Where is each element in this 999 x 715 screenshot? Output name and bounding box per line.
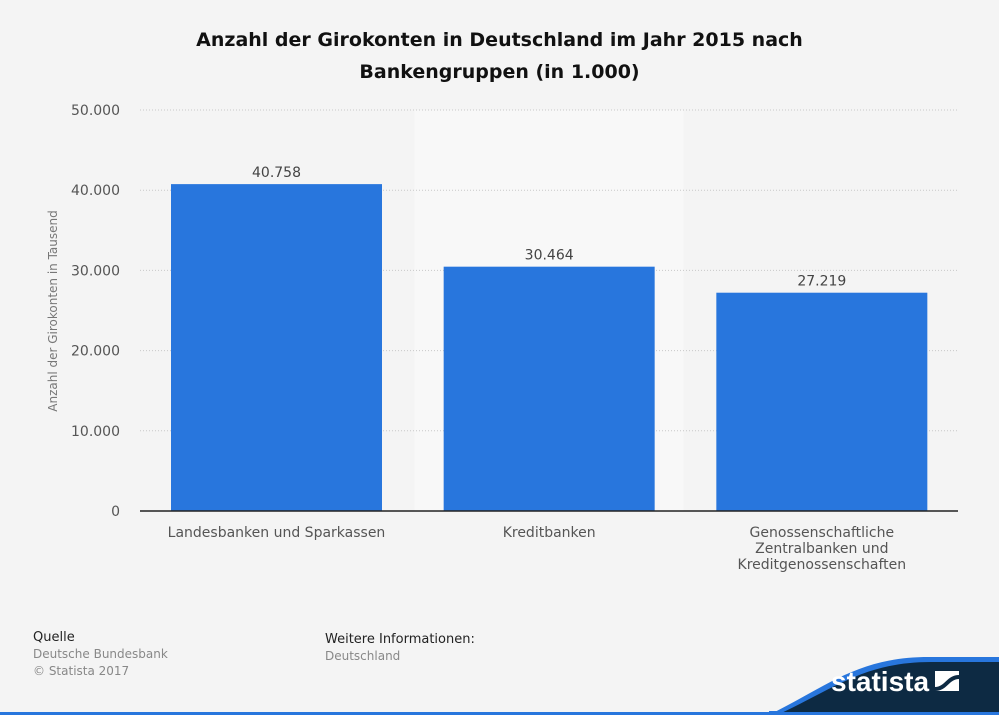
y-tick-label: 20.000 (71, 344, 120, 360)
bar (443, 266, 655, 511)
y-tick-label: 30.000 (71, 263, 120, 279)
copyright: © Statista 2017 (33, 664, 130, 678)
y-axis-label: Anzahl der Girokonten in Tausend (46, 210, 60, 412)
x-tick-label: Landesbanken und Sparkassen (168, 525, 386, 541)
data-label: 27.219 (797, 274, 846, 290)
x-tick-label: Zentralbanken und (755, 541, 888, 557)
bar (171, 184, 382, 511)
x-tick-label: Genossenschaftliche (750, 525, 895, 541)
bottom-bar (0, 712, 999, 715)
x-tick-label: Kreditbanken (503, 525, 596, 541)
statista-logo[interactable]: statista (769, 645, 999, 715)
bar (716, 292, 928, 511)
info-block: Weitere Informationen: Deutschland (325, 631, 475, 665)
svg-text:statista: statista (831, 666, 929, 697)
data-label: 30.464 (525, 248, 574, 264)
source-block: Quelle Deutsche Bundesbank © Statista 20… (33, 629, 168, 680)
y-tick-label: 0 (111, 504, 120, 520)
chart-title-line: Anzahl der Girokonten in Deutschland im … (196, 29, 803, 51)
bar-chart: 0 10.000 20.000 30.000 40.000 50.000 Anzahl de… (46, 103, 958, 573)
y-tick-label: 10.000 (71, 424, 120, 440)
info-heading: Weitere Informationen: (325, 632, 475, 647)
chart-title: Anzahl der Girokonten in Deutschland im … (0, 24, 999, 88)
source-text: Deutsche Bundesbank (33, 647, 168, 661)
info-text: Deutschland (325, 649, 401, 663)
x-tick-label: Kreditgenossenschaften (738, 557, 907, 573)
y-tick-label: 40.000 (71, 183, 120, 199)
y-tick-label: 50.000 (71, 103, 120, 119)
chart-title-line: Bankengruppen (in 1.000) (359, 61, 640, 83)
data-label: 40.758 (252, 165, 301, 181)
source-heading: Quelle (33, 630, 75, 645)
